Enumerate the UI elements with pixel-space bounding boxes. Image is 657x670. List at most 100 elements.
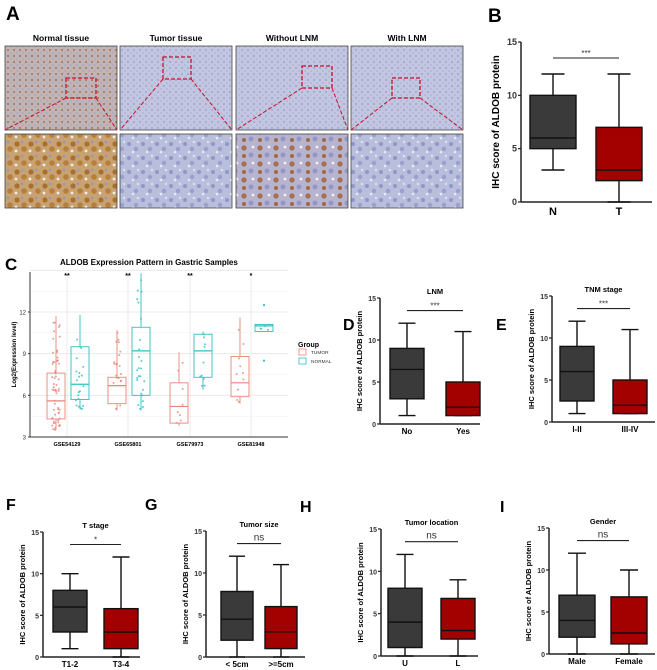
y-tick-label: 10 [31, 572, 39, 579]
chart-title: TNM stage [585, 285, 623, 294]
significance-label: ** [125, 273, 131, 280]
jitter-point [51, 424, 54, 427]
x-tick-label: GSE54129 [54, 442, 81, 448]
jitter-point [57, 419, 60, 422]
jitter-point [53, 377, 56, 380]
jitter-point [57, 387, 60, 390]
zoom-region-box [65, 77, 97, 99]
high-magnification-image [235, 133, 349, 209]
jitter-point [54, 388, 57, 391]
significance-label: *** [599, 300, 608, 309]
jitter-point [79, 407, 82, 410]
significance-label: *** [430, 302, 439, 311]
panel-label: F [6, 497, 16, 514]
panel-label: E [496, 317, 507, 334]
image-column-title: Without LNM [266, 33, 318, 43]
y-tick-label: 5 [541, 610, 545, 617]
y-tick-label: 0 [372, 422, 376, 429]
significance-label: * [250, 273, 253, 280]
jitter-point [57, 325, 60, 328]
jitter-point [115, 340, 118, 343]
zoom-guide-line [235, 87, 303, 131]
jitter-point [260, 327, 263, 330]
y-tick-label: 9 [23, 352, 27, 358]
high-magnification-image [4, 133, 118, 209]
jitter-point [179, 414, 182, 417]
jitter-point [57, 390, 60, 393]
jitter-point [75, 379, 78, 382]
y-tick-label: 0 [541, 652, 545, 659]
image-column-title: With LNM [387, 33, 426, 43]
jitter-point [52, 428, 55, 431]
y-tick-label: 15 [507, 37, 517, 47]
jitter-point [54, 370, 57, 373]
jitter-point [181, 361, 184, 364]
y-tick-label: 10 [369, 569, 377, 576]
y-tick-label: 0 [512, 197, 517, 207]
jitter-point [140, 279, 143, 282]
jitter-point [119, 404, 122, 407]
box-T3-4 [103, 607, 139, 650]
chart-title: Tumor size [239, 520, 278, 529]
jitter-point [202, 361, 205, 364]
y-tick-label: 3 [23, 436, 27, 442]
jitter-point [82, 404, 85, 407]
jitter-point [140, 290, 143, 293]
jitter-point [141, 388, 144, 391]
jitter-point [143, 380, 146, 383]
y-tick-label: 10 [194, 571, 202, 578]
low-magnification-image [235, 45, 349, 131]
zoom-guide-line [95, 97, 118, 131]
jitter-point [51, 363, 54, 366]
jitter-point [176, 411, 179, 414]
zoom-guide-line [4, 97, 67, 131]
zoom-region-box [301, 65, 333, 89]
chart-title: T stage [82, 521, 108, 530]
panel-f-boxplot: F T stage IHC score of ALDOB protein 0 5 10 15… [6, 497, 140, 669]
jitter-point [136, 378, 139, 381]
jitter-point [56, 351, 59, 354]
box-normal [254, 324, 274, 332]
box-N [529, 94, 577, 150]
box-U [387, 587, 423, 649]
outlier-point [262, 359, 266, 362]
jitter-point [141, 406, 144, 409]
legend-label: NORMAL [311, 359, 332, 365]
jitter-point [136, 376, 139, 379]
panel-e-boxplot: E TNM stage IHC score of ALDOB protein 0 5 10… [496, 285, 655, 434]
jitter-point [58, 424, 61, 427]
y-tick-label: 5 [35, 613, 39, 620]
y-tick-label: 10 [537, 568, 545, 575]
zoom-region-box [162, 56, 192, 80]
y-tick-label: 5 [198, 613, 202, 620]
jitter-point [51, 376, 54, 379]
panel-b-boxplot: B IHC score of ALDOB protein 0 5 10 15 N T *** [488, 6, 652, 218]
jitter-point [137, 375, 140, 378]
box-normal [131, 326, 151, 396]
chart-title: Gender [590, 517, 616, 526]
jitter-point [139, 317, 142, 320]
y-axis-label: IHC score of ALDOB protein [527, 309, 536, 410]
jitter-point [53, 361, 56, 364]
jitter-point [58, 417, 61, 420]
y-tick-label: 0 [198, 655, 202, 662]
legend-key-normal [298, 357, 307, 365]
y-tick-label: 5 [373, 612, 377, 619]
jitter-point [52, 420, 55, 423]
jitter-point [77, 391, 80, 394]
significance-label: ns [426, 531, 437, 542]
x-tick-label: U [402, 659, 408, 668]
jitter-point [177, 369, 180, 372]
jitter-point [54, 375, 57, 378]
y-tick-label: 10 [540, 336, 548, 343]
jitter-point [54, 426, 57, 429]
panel-label: G [145, 497, 157, 514]
jitter-point [52, 351, 55, 354]
jitter-point [80, 374, 83, 377]
y-tick-label: 0 [544, 420, 548, 427]
jitter-point [75, 357, 78, 360]
jitter-point [137, 404, 140, 407]
jitter-point [203, 384, 206, 387]
